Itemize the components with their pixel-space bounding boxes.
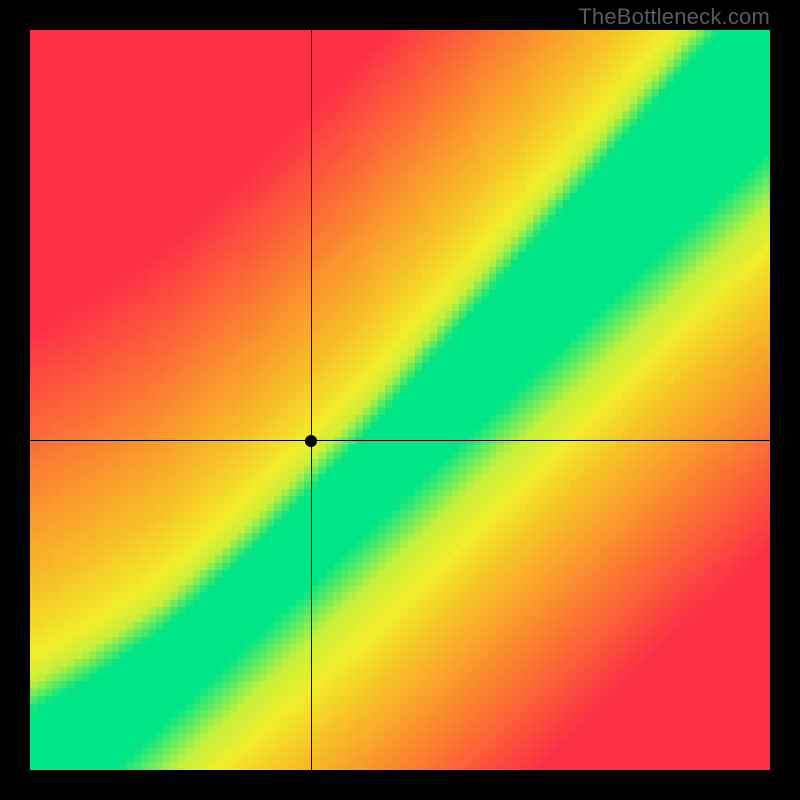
- crosshair-vertical: [311, 30, 312, 770]
- crosshair-marker: [305, 435, 317, 447]
- chart-root: TheBottleneck.com: [0, 0, 800, 800]
- watermark-text: TheBottleneck.com: [578, 4, 770, 30]
- crosshair-horizontal: [30, 440, 770, 441]
- heatmap-canvas: [30, 30, 770, 770]
